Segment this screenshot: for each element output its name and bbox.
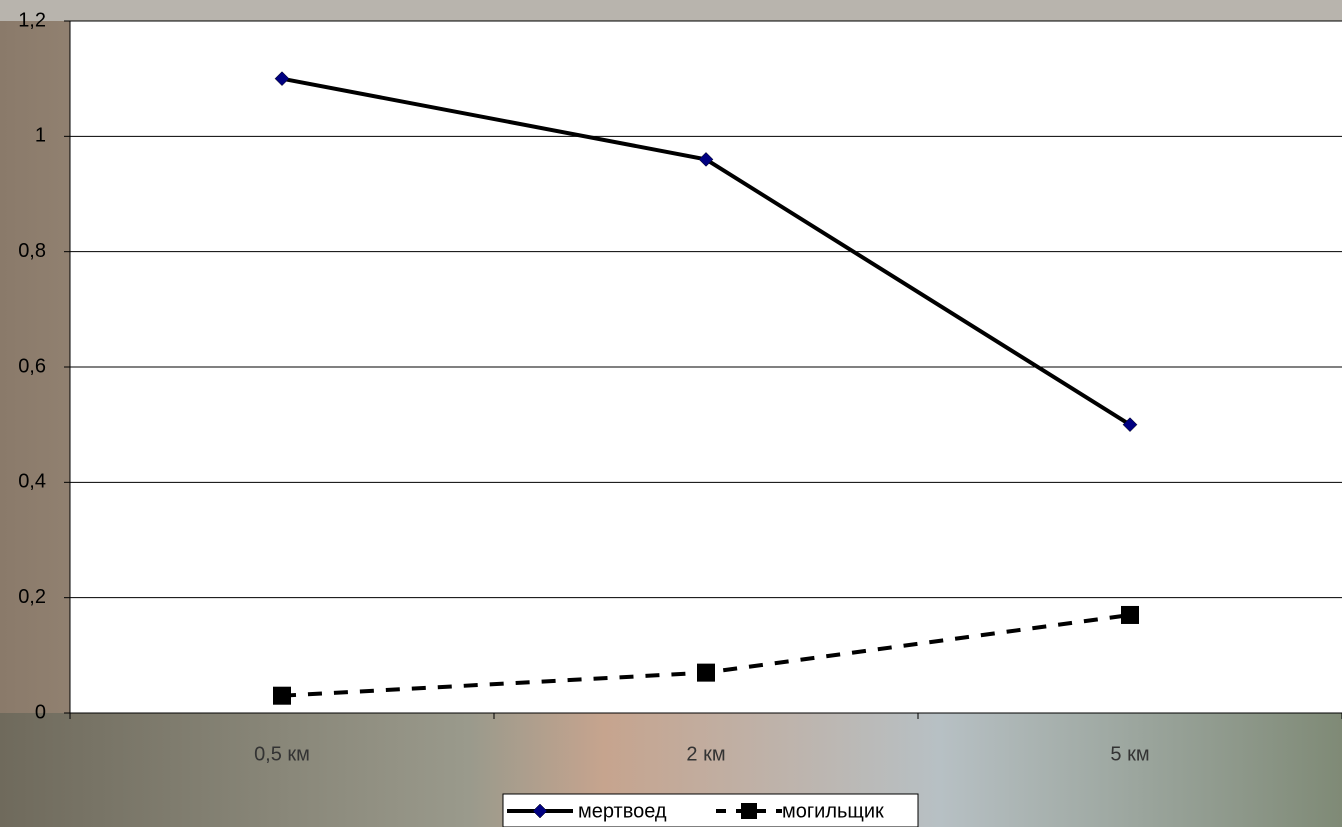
y-tick-label: 0,6 <box>18 355 46 377</box>
x-tick-label: 0,5 км <box>254 743 310 765</box>
legend-label: мертвоед <box>578 800 667 822</box>
marker <box>274 71 290 87</box>
y-tick-label: 0,2 <box>18 586 46 608</box>
marker <box>741 803 757 819</box>
marker <box>1121 605 1139 624</box>
marker <box>532 803 548 819</box>
marker <box>697 663 715 682</box>
y-tick-label: 0,8 <box>18 240 46 262</box>
y-tick-label: 0 <box>35 701 46 723</box>
y-tick-label: 1,2 <box>18 9 46 31</box>
y-tick-label: 0,4 <box>18 471 46 493</box>
background-photo <box>0 0 1342 21</box>
x-tick-label: 5 км <box>1110 743 1149 765</box>
legend-label: могильщик <box>782 800 884 822</box>
marker <box>698 152 714 167</box>
x-tick-label: 2 км <box>686 743 725 765</box>
y-tick-label: 1 <box>35 125 46 147</box>
marker <box>1122 417 1138 433</box>
marker <box>273 686 291 705</box>
